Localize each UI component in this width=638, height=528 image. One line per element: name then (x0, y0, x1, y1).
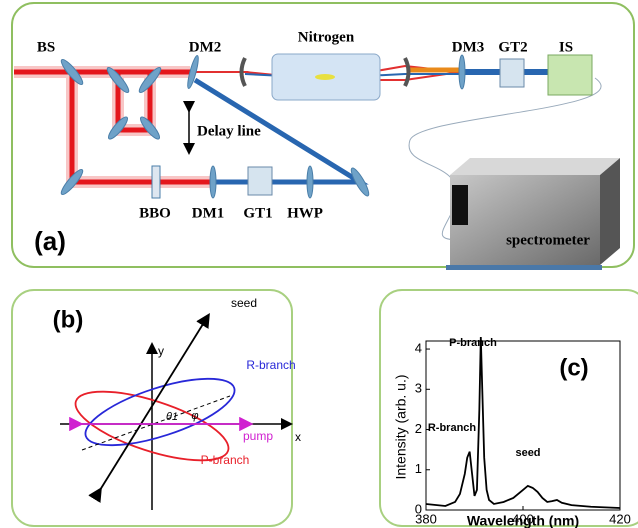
label-is: IS (559, 39, 573, 55)
label-hwp: HWP (287, 205, 323, 221)
panel-label: (b) (53, 306, 84, 333)
y-tick-label: 3 (415, 381, 422, 396)
y-label: y (158, 344, 164, 358)
label-gt1: GT1 (243, 205, 272, 221)
label-spectrometer: spectrometer (506, 232, 590, 248)
r-branch-label: R-branch (428, 422, 477, 434)
y-tick-label: 2 (415, 421, 422, 436)
p-branch-label: P-branch (201, 453, 250, 467)
figure: BS DM2 Nitrogen DM3 GT2 IS Delay line BB… (0, 0, 638, 528)
spectrometer-box (450, 175, 600, 265)
panel-label: (c) (559, 354, 588, 381)
panel-c: (c) P-branch R-branch seed Wavelength (n… (380, 290, 638, 528)
p-branch-label: P-branch (449, 337, 497, 349)
label-bs: BS (37, 39, 55, 55)
label-gt2: GT2 (498, 39, 527, 55)
label-delay-line: Delay line (197, 123, 261, 139)
x-tick-label: 380 (415, 511, 437, 526)
seed-label: seed (515, 447, 540, 459)
y-axis-title: Intensity (arb. u.) (393, 374, 409, 479)
r-branch-label: R-branch (246, 358, 295, 372)
spectrometer-side (600, 158, 620, 265)
label-bbo: BBO (139, 205, 171, 221)
spectrometer-slit (452, 185, 468, 225)
panel-frame (380, 290, 638, 526)
spectrometer-top (450, 158, 620, 175)
y-tick-label: 4 (415, 340, 422, 355)
panel-a: BS DM2 Nitrogen DM3 GT2 IS Delay line BB… (12, 3, 634, 270)
theta-label: θ1 (166, 411, 178, 423)
label-dm1: DM1 (192, 205, 225, 221)
label-dm3: DM3 (452, 39, 485, 55)
x-tick-label: 420 (609, 511, 631, 526)
pump-label: pump (243, 429, 273, 443)
label-dm2: DM2 (189, 39, 222, 55)
panel-label: (a) (34, 226, 66, 256)
phi-label: φ (191, 410, 198, 422)
spectrometer-base (446, 265, 602, 270)
x-tick-label: 400 (512, 511, 534, 526)
focus (315, 74, 335, 80)
label-nitrogen: Nitrogen (298, 29, 355, 45)
y-tick-label: 1 (415, 461, 422, 476)
panel-b: (b) y x seed R-branch pump P-branch θ1 φ (12, 290, 301, 526)
seed-label: seed (231, 296, 257, 310)
integrating-sphere (548, 55, 592, 95)
x-label: x (295, 430, 301, 444)
